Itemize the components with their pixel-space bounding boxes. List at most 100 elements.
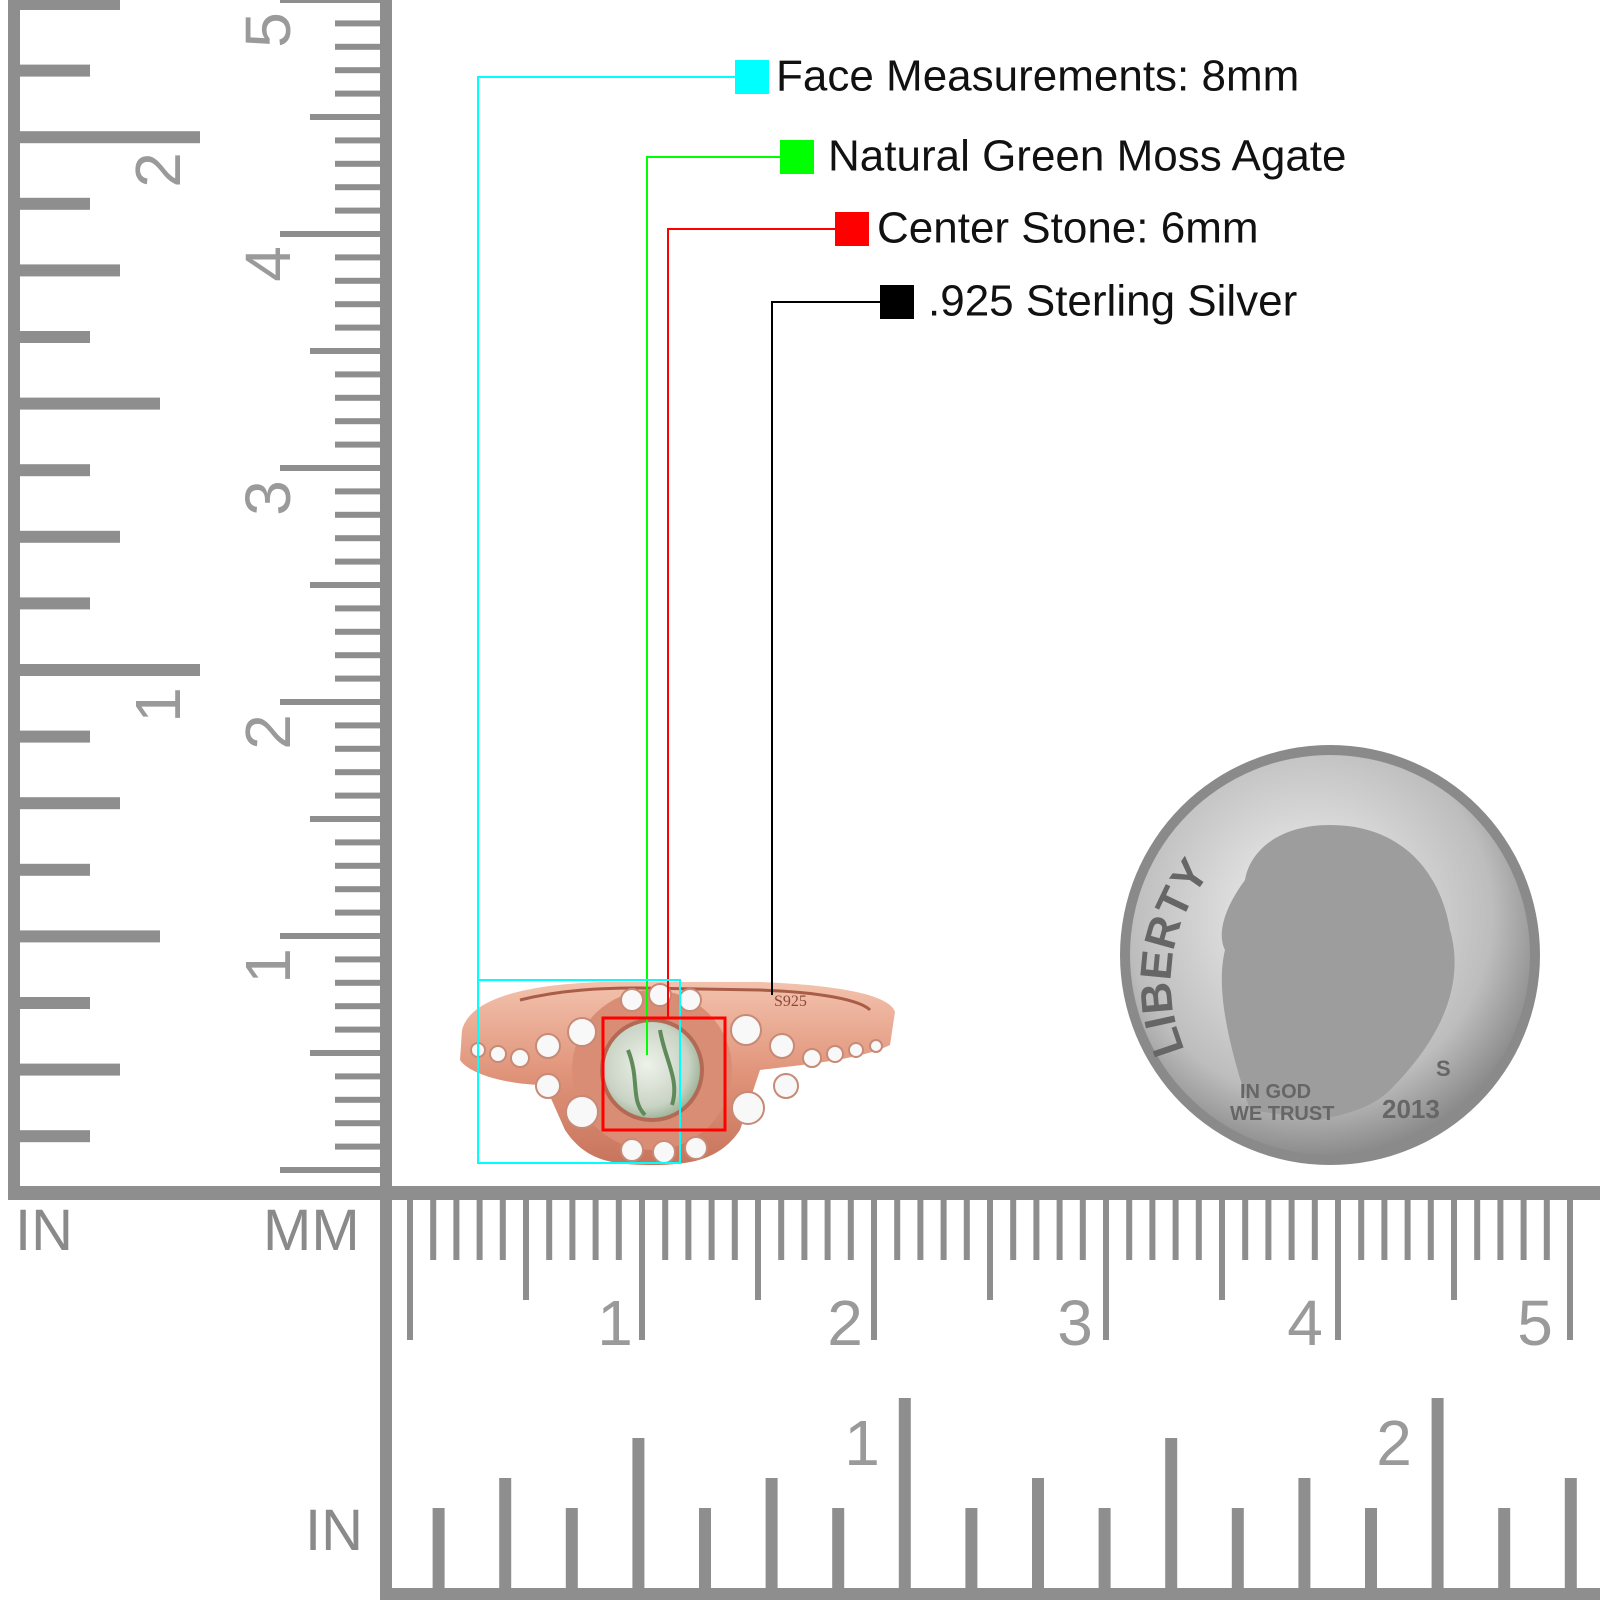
tick	[1098, 1508, 1111, 1588]
tick	[1427, 1200, 1434, 1260]
tick	[898, 1398, 911, 1588]
tick	[592, 1200, 599, 1260]
tick	[963, 1200, 970, 1260]
tick	[335, 160, 380, 167]
tick	[1219, 1200, 1225, 1300]
ruler-number: 1	[232, 948, 304, 984]
tick	[10, 0, 120, 10]
ruler-ticks	[10, 0, 1577, 1588]
tick	[310, 1050, 380, 1056]
tick	[335, 137, 380, 144]
tick	[280, 465, 380, 471]
tick	[335, 371, 380, 378]
tick	[10, 530, 120, 543]
tick	[335, 301, 380, 308]
unit-label: MM	[263, 1198, 360, 1263]
tick	[335, 418, 380, 425]
ruler-number: 1	[122, 687, 194, 723]
tick	[871, 1200, 877, 1340]
tick	[1126, 1200, 1133, 1260]
tick	[10, 197, 90, 210]
tick	[335, 839, 380, 846]
tick	[917, 1200, 924, 1260]
tick	[10, 664, 200, 676]
tick	[310, 816, 380, 822]
color-swatch	[835, 212, 869, 246]
tick	[565, 1508, 578, 1588]
tick	[10, 863, 90, 876]
tick	[1298, 1478, 1311, 1588]
tick	[1311, 1200, 1318, 1260]
tick	[280, 231, 380, 237]
ring-stamp: S925	[774, 993, 807, 1010]
tick	[1474, 1200, 1481, 1260]
tick	[1056, 1200, 1063, 1260]
tick	[432, 1508, 445, 1588]
tick	[335, 605, 380, 612]
tick	[615, 1200, 622, 1260]
tick	[335, 722, 380, 729]
tick	[280, 1167, 380, 1173]
tick	[1288, 1200, 1295, 1260]
tick	[335, 1096, 380, 1103]
tick	[335, 535, 380, 542]
tick	[335, 862, 380, 869]
tick	[1103, 1200, 1109, 1340]
tick	[335, 745, 380, 752]
tick	[335, 43, 380, 50]
color-swatch	[735, 60, 769, 94]
tick	[499, 1478, 512, 1588]
tick	[1032, 1478, 1044, 1588]
tick	[499, 1200, 506, 1260]
tick	[894, 1200, 901, 1260]
tick	[10, 730, 90, 743]
tick	[1567, 1200, 1573, 1340]
tick	[335, 207, 380, 214]
tick	[965, 1508, 978, 1588]
ruler-number: 4	[1287, 1287, 1323, 1359]
dime: LIBERTY IN GOD WE TRUST 2013 S	[1120, 745, 1540, 1165]
tick	[523, 1200, 529, 1300]
coin-motto: IN GOD	[1240, 1081, 1311, 1103]
tick	[10, 131, 200, 144]
portrait	[1221, 825, 1455, 1120]
tick	[801, 1200, 808, 1260]
ruler-numbers: 5 4 3 2 1 2 1 1 2 3 4 5 1 2	[122, 12, 1553, 1479]
tick	[10, 264, 120, 277]
tick	[1451, 1200, 1457, 1300]
tick	[778, 1200, 785, 1260]
tick	[1404, 1200, 1411, 1260]
tick	[335, 956, 380, 963]
coin-motto: WE TRUST	[1230, 1103, 1334, 1125]
tick	[1431, 1398, 1444, 1588]
ruler-edge	[8, 1186, 1600, 1200]
tick	[1543, 1200, 1550, 1260]
tick	[335, 628, 380, 635]
ruler-number: 2	[232, 714, 304, 750]
tick	[1079, 1200, 1086, 1260]
tick	[335, 394, 380, 401]
tick	[335, 675, 380, 682]
tick	[824, 1200, 831, 1260]
ruler-edge	[380, 0, 392, 1198]
tick	[335, 1026, 380, 1033]
tick	[1365, 1508, 1377, 1588]
tick	[335, 769, 380, 776]
tick	[10, 1063, 120, 1076]
tick	[476, 1200, 483, 1260]
tick	[10, 397, 160, 410]
color-swatch	[780, 140, 814, 174]
callout-label: Natural Green Moss Agate	[828, 132, 1346, 181]
tick	[310, 348, 380, 354]
callout-label: Face Measurements: 8mm	[776, 52, 1299, 101]
tick	[10, 64, 90, 77]
ruler-edge	[380, 1588, 1600, 1600]
tick	[430, 1200, 437, 1260]
tick	[1195, 1200, 1202, 1260]
tick	[755, 1200, 761, 1300]
tick	[335, 67, 380, 74]
tick	[10, 797, 120, 810]
tick	[280, 0, 380, 3]
leader-line	[771, 301, 880, 995]
